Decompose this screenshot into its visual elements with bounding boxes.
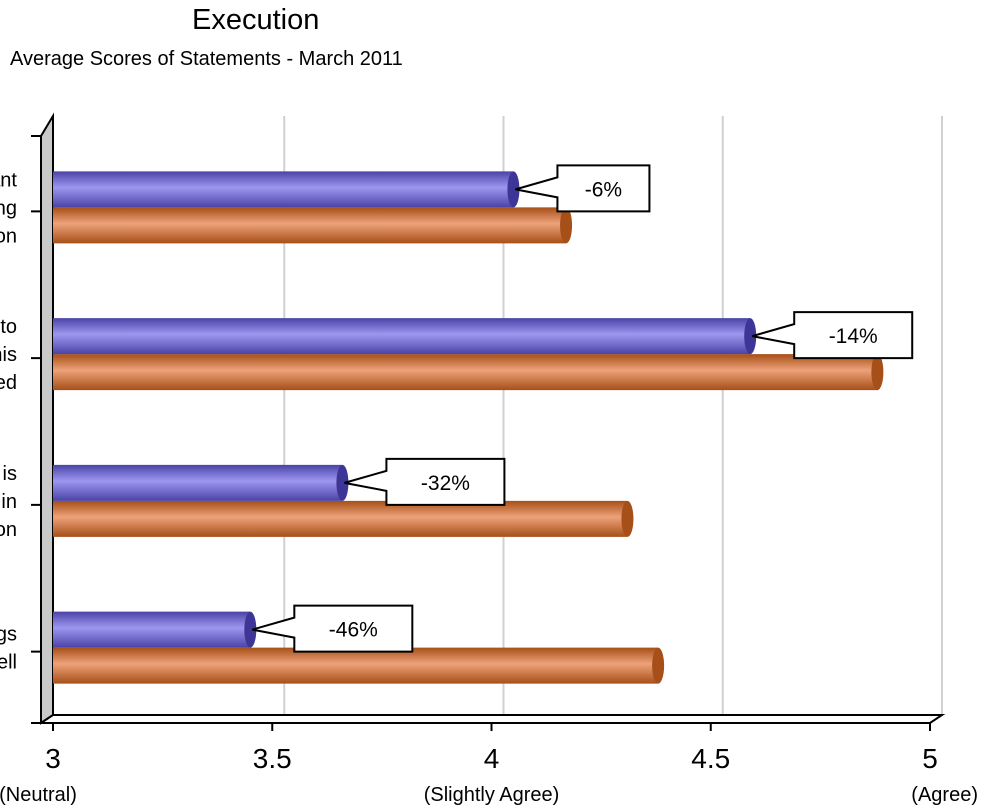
category-label: to <box>0 316 17 338</box>
category-label: on <box>0 519 17 541</box>
x-tick-label: 3 <box>45 743 61 774</box>
category-label: ng <box>0 197 17 219</box>
category-label: on <box>0 225 17 247</box>
chart-title: Execution <box>192 4 320 36</box>
chart-subtitle: Average Scores of Statements - March 201… <box>10 48 403 70</box>
category-label: ed <box>0 372 17 394</box>
bar-series-2 <box>53 207 567 244</box>
callout-label: -46% <box>329 619 378 642</box>
bar-series-1-cap <box>507 171 520 208</box>
callout-label: -6% <box>585 178 622 201</box>
callout-box <box>252 604 414 653</box>
bar-series-2-cap <box>560 207 573 244</box>
bar-series-1 <box>53 171 514 208</box>
callout-label: -32% <box>421 472 470 495</box>
x-tick-sublabel: (Neutral) <box>0 784 77 806</box>
category-label: vell <box>0 652 17 674</box>
bar-series-2 <box>53 354 878 391</box>
bar-series-2-cap <box>621 500 634 537</box>
category-label: in <box>1 491 17 513</box>
bar-series-1-cap <box>744 318 757 355</box>
bar-series-1 <box>53 464 343 501</box>
bar-series-1-cap <box>336 464 349 501</box>
category-label: t is <box>0 463 17 485</box>
category-label: gs <box>0 624 17 646</box>
category-label: ant <box>0 169 17 191</box>
bar-series-2-cap <box>652 647 665 684</box>
bar-series-1-cap <box>244 611 257 648</box>
x-tick-label: 5 <box>922 743 938 774</box>
bar-series-2 <box>53 647 659 684</box>
x-tick-label: 3.5 <box>253 743 292 774</box>
x-tick-label: 4.5 <box>691 743 730 774</box>
bar-series-2-cap <box>871 354 884 391</box>
bar-series-1 <box>53 318 751 355</box>
bar-series-1 <box>53 611 251 648</box>
callout-label: -14% <box>829 325 878 348</box>
x-tick-sublabel: (Agree) <box>911 784 978 806</box>
callout-box <box>515 164 651 213</box>
x-tick-sublabel: (Slightly Agree) <box>424 784 560 806</box>
callout-box <box>751 311 914 360</box>
axis-floor <box>37 714 946 724</box>
x-tick-label: 4 <box>484 743 500 774</box>
axis-wall <box>40 112 54 725</box>
callout-box <box>344 457 506 506</box>
bar-series-2 <box>53 500 628 537</box>
category-label: his <box>0 344 17 366</box>
